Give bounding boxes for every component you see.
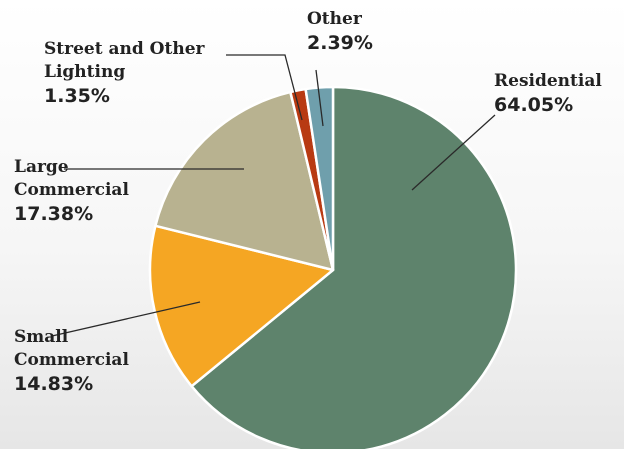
label-residential: Residential 64.05%	[494, 70, 602, 118]
label-small-commercial-percent: 14.83%	[14, 373, 94, 395]
label-other-percent: 2.39%	[307, 32, 373, 54]
label-other: Other 2.39%	[307, 8, 373, 56]
leader-line-lighting	[226, 54, 303, 121]
label-small-commercial-name-line1: Small	[14, 327, 69, 347]
label-lighting-name-line1: Street and Other	[44, 39, 205, 59]
pie-slice-large-commercial	[154, 90, 335, 272]
pie-slice-small-commercial	[148, 224, 335, 388]
label-large-commercial-percent: 17.38%	[14, 203, 94, 225]
label-large-commercial-name-line1: Large	[14, 157, 69, 177]
label-small-commercial: Small Commercial 14.83%	[14, 326, 129, 397]
label-residential-name: Residential	[494, 71, 602, 91]
pie-slice-residential	[190, 85, 518, 449]
leader-line-small-commercial	[51, 301, 201, 337]
label-lighting: Street and Other Lighting 1.35%	[44, 38, 204, 109]
leader-line-other	[315, 69, 324, 127]
label-residential-percent: 64.05%	[494, 94, 574, 116]
label-other-name: Other	[307, 9, 362, 29]
pie-slice-other	[304, 85, 335, 272]
label-small-commercial-name-line2: Commercial	[14, 350, 129, 370]
label-lighting-name-line2: Lighting	[44, 62, 126, 82]
label-lighting-percent: 1.35%	[44, 85, 110, 107]
label-large-commercial-name-line2: Commercial	[14, 180, 129, 200]
label-large-commercial: Large Commercial 17.38%	[14, 156, 129, 227]
leader-line-residential	[411, 114, 496, 191]
